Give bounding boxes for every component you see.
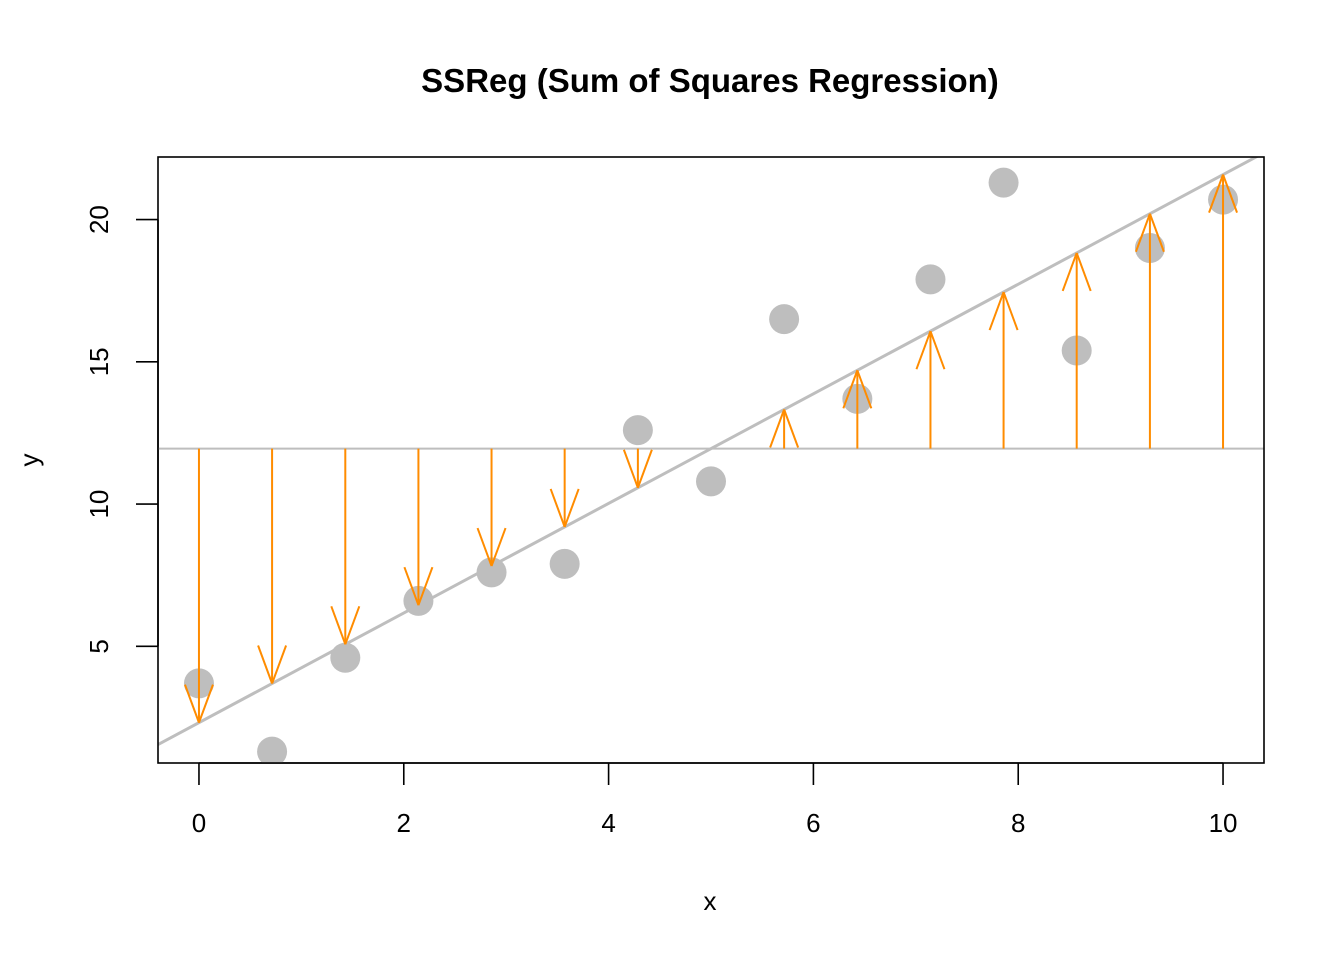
arrow-head-left <box>403 566 420 606</box>
arrow-head-right <box>1222 174 1238 213</box>
data-point <box>915 264 946 295</box>
arrow-head-left <box>476 527 493 567</box>
x-tick-label: 0 <box>192 808 206 838</box>
ssreg-arrow <box>184 448 214 723</box>
ssreg-arrow <box>257 448 288 684</box>
arrow-head-right <box>636 449 653 489</box>
ssreg-arrow <box>622 448 653 489</box>
x-axis-label: x <box>704 886 717 916</box>
arrow-head-right <box>563 488 580 528</box>
arrow-head-left <box>549 488 566 528</box>
chart-title: SSReg (Sum of Squares Regression) <box>421 62 999 99</box>
ssreg-arrow <box>1134 213 1165 449</box>
x-tick-label: 4 <box>601 808 615 838</box>
y-tick-label: 15 <box>84 347 114 376</box>
arrow-head-right <box>490 527 507 567</box>
arrow-head-right <box>783 409 800 448</box>
arrow-head-right <box>344 605 361 645</box>
arrow-head-right <box>1075 252 1092 292</box>
arrow-head-left <box>842 369 859 409</box>
data-point <box>622 415 653 446</box>
ssreg-arrow <box>549 448 580 528</box>
ssreg-arrow <box>842 369 873 449</box>
arrow-head-left <box>769 409 786 448</box>
arrow-head-right <box>929 330 946 370</box>
ssreg-arrow <box>1061 252 1092 449</box>
plot-frame <box>157 156 1265 764</box>
arrow-head-left <box>915 330 932 370</box>
arrow-head-left <box>1061 252 1078 292</box>
y-tick-label: 5 <box>84 639 114 653</box>
arrow-head-right <box>271 645 288 684</box>
arrow-head-left <box>988 291 1005 331</box>
arrow-head-left <box>1134 213 1151 253</box>
data-point <box>988 167 1019 198</box>
data-point <box>330 642 361 673</box>
data-point <box>549 548 580 579</box>
ssreg-arrow <box>915 330 946 449</box>
ssreg-arrow <box>476 448 507 567</box>
x-tick-label: 2 <box>397 808 411 838</box>
x-tick-label: 6 <box>806 808 820 838</box>
x-tick-label: 8 <box>1011 808 1025 838</box>
arrow-head-left <box>1208 174 1224 213</box>
y-tick-label: 20 <box>84 205 114 234</box>
data-point <box>769 304 800 335</box>
data-point <box>476 557 507 588</box>
arrow-head-right <box>1002 291 1019 331</box>
arrow-head-right <box>198 684 214 723</box>
y-axis-label: y <box>14 454 44 467</box>
arrow-head-right <box>1148 213 1165 253</box>
data-point <box>696 466 726 497</box>
arrow-head-left <box>184 684 200 723</box>
x-axis: 0 2 4 6 8 10 <box>192 762 1238 838</box>
x-tick-label: 10 <box>1209 808 1238 838</box>
ssreg-arrow <box>769 409 800 449</box>
arrow-head-left <box>622 449 639 489</box>
y-tick-label: 10 <box>84 490 114 519</box>
arrow-head-left <box>330 605 347 645</box>
plot-area <box>158 157 1264 763</box>
ssreg-arrow <box>403 448 434 606</box>
arrow-head-right <box>856 369 873 409</box>
arrow-head-right <box>417 566 434 606</box>
data-point <box>257 736 288 763</box>
ssreg-arrow <box>1208 174 1238 449</box>
ssreg-arrow <box>330 448 361 645</box>
y-axis: 5 10 15 20 <box>84 205 159 654</box>
arrow-head-left <box>257 645 274 684</box>
ssreg-arrow <box>988 291 1019 449</box>
